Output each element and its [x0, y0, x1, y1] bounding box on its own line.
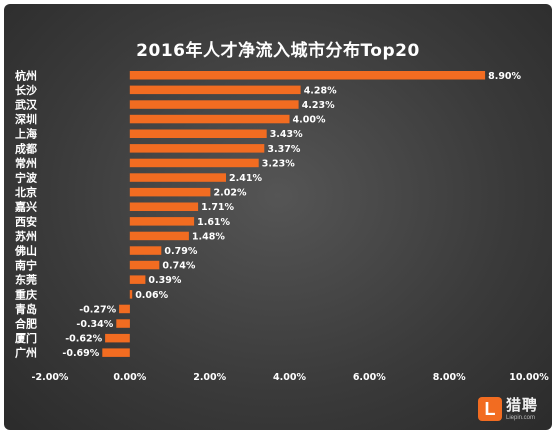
- bar: [119, 304, 130, 314]
- category-label: 宁波: [15, 171, 38, 185]
- bar: [129, 217, 195, 226]
- category-label: 合肥: [15, 317, 37, 331]
- bar: [129, 129, 267, 138]
- chart-title: 2016年人才净流入城市分布Top20: [136, 41, 420, 61]
- bar: [129, 173, 226, 182]
- bar: [105, 333, 130, 343]
- category-label: 武汉: [15, 98, 38, 112]
- category-label: 青岛: [15, 302, 37, 316]
- value-label: 0.79%: [164, 246, 197, 257]
- category-label: 重庆: [15, 287, 37, 301]
- bar: [129, 158, 259, 168]
- value-label: -0.27%: [79, 304, 116, 315]
- liepin-logo: L 猎聘 Liepin.com: [477, 394, 538, 424]
- bar: [129, 114, 290, 124]
- bar: [129, 275, 146, 284]
- value-label: 4.00%: [293, 115, 326, 126]
- category-label: 成都: [15, 141, 37, 155]
- category-label: 广州: [15, 346, 37, 360]
- bar: [129, 231, 189, 241]
- value-label: 0.74%: [162, 261, 195, 272]
- x-tick-label: -2.00%: [32, 372, 69, 383]
- category-label: 厦门: [15, 331, 37, 345]
- value-label: 1.61%: [197, 217, 230, 228]
- value-label: 0.06%: [135, 290, 168, 301]
- bar: [129, 260, 160, 270]
- bar: [129, 144, 265, 153]
- x-tick-label: 8.00%: [433, 372, 466, 383]
- category-label: 杭州: [15, 68, 37, 82]
- x-tick-label: 0.00%: [113, 372, 146, 383]
- category-label: 长沙: [15, 83, 37, 97]
- value-label: 2.02%: [214, 188, 247, 199]
- value-label: 3.23%: [262, 158, 295, 169]
- x-tick-label: 10.00%: [509, 372, 549, 383]
- value-label: 1.48%: [192, 231, 225, 242]
- bar: [102, 348, 130, 357]
- value-label: 1.71%: [201, 202, 234, 213]
- chart-panel: 2016年人才净流入城市分布Top20 杭州 8.90% 长沙 4.28% 武汉 4.23…: [4, 4, 552, 430]
- value-label: -0.69%: [62, 348, 99, 359]
- value-label: -0.62%: [65, 334, 102, 345]
- value-label: 2.41%: [229, 173, 262, 184]
- category-label: 西安: [15, 214, 37, 228]
- logo-url: Liepin.com: [505, 414, 535, 421]
- bar: [129, 246, 162, 255]
- value-label: 3.43%: [270, 129, 303, 140]
- logo-name: 猎聘: [505, 395, 538, 414]
- x-tick-label: 6.00%: [353, 372, 386, 383]
- bar: [129, 290, 133, 299]
- bar-chart: 杭州 8.90% 长沙 4.28% 武汉 4.23% 深圳 4.00% 上海 3.43% 成都 3.3…: [14, 68, 549, 383]
- x-tick-label: 4.00%: [273, 372, 306, 383]
- value-label: 8.90%: [488, 71, 521, 82]
- category-label: 佛山: [14, 244, 37, 258]
- category-label: 嘉兴: [14, 200, 37, 214]
- bar: [129, 187, 211, 197]
- category-label: 南宁: [15, 258, 37, 272]
- bar: [129, 100, 299, 109]
- category-label: 北京: [15, 185, 37, 199]
- logo-mark-icon: L: [477, 397, 502, 421]
- bar: [116, 319, 130, 328]
- value-label: 0.39%: [148, 275, 181, 286]
- x-tick-label: 2.00%: [193, 372, 226, 383]
- bar: [129, 85, 301, 95]
- value-label: 4.23%: [302, 100, 335, 111]
- value-label: 3.37%: [267, 144, 300, 155]
- category-label: 上海: [15, 127, 37, 141]
- category-label: 苏州: [15, 229, 37, 243]
- value-label: 4.28%: [304, 85, 337, 96]
- category-label: 东莞: [15, 273, 37, 287]
- bar: [129, 202, 199, 211]
- category-label: 常州: [15, 156, 37, 170]
- value-label: -0.34%: [76, 319, 113, 330]
- category-label: 深圳: [15, 112, 37, 126]
- bar: [129, 71, 486, 80]
